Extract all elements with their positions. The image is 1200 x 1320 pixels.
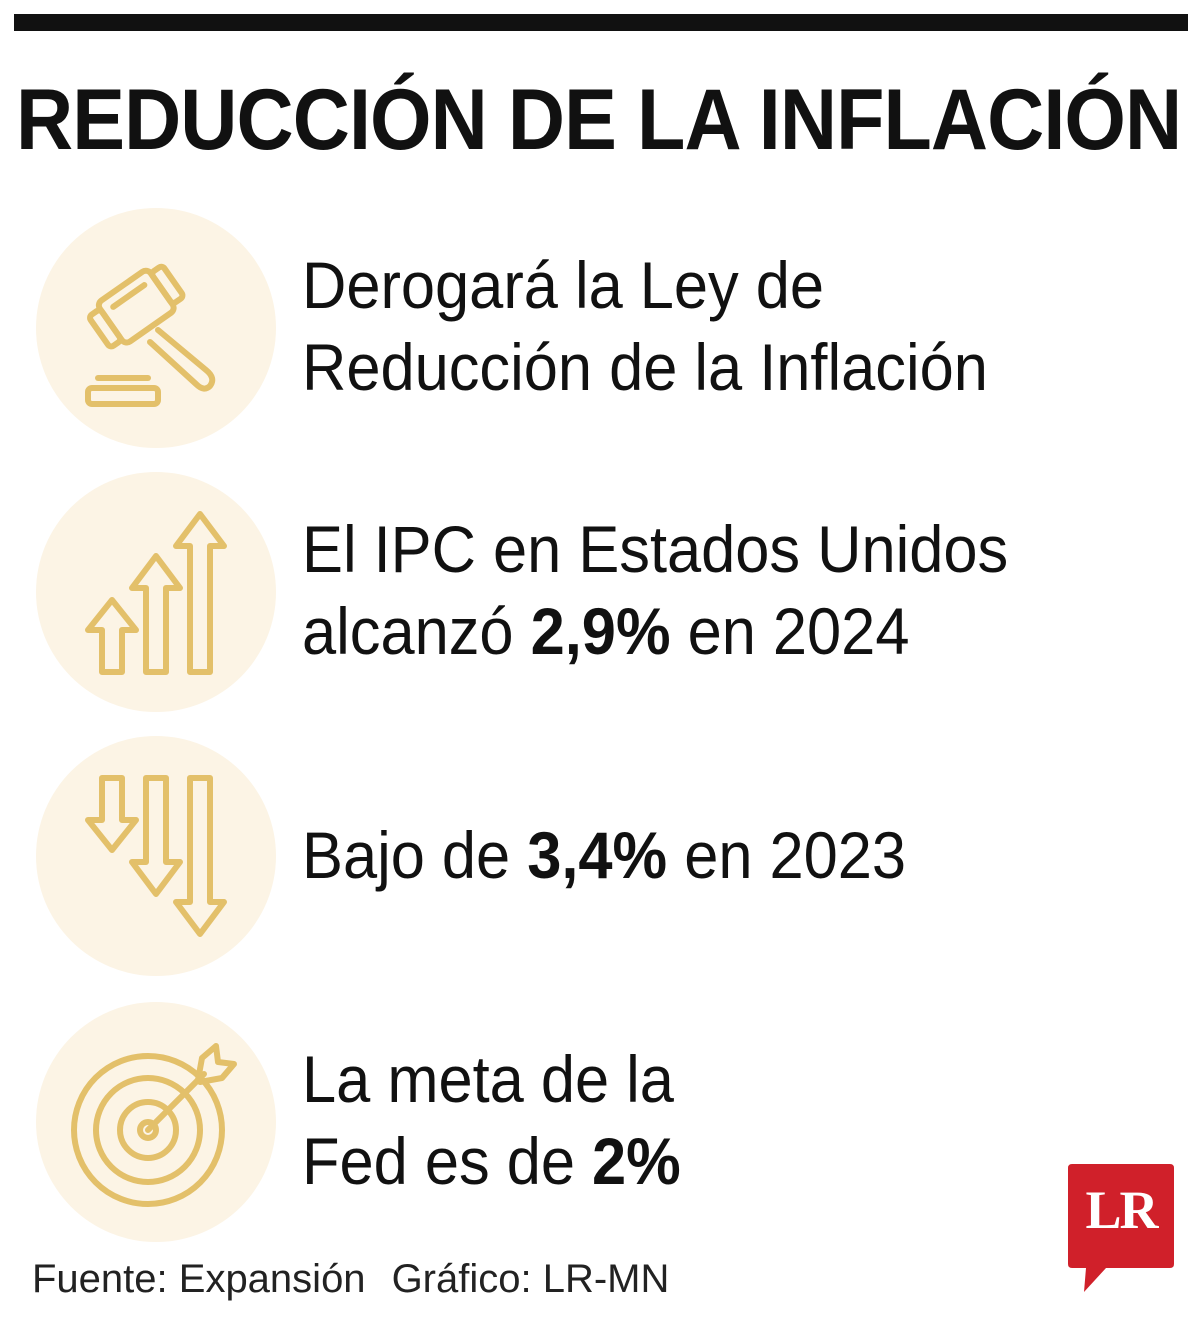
item-line: Derogará la Ley de [302,248,825,322]
page-title: REDUCCIÓN DE LA INFLACIÓN [16,72,1182,168]
target-icon [71,1043,237,1207]
gavel-icon-badge [36,208,276,448]
item-text: Derogará la Ley de Reducción de la Infla… [302,244,988,408]
source-credit: Fuente: Expansión Gráfico: LR-MN [32,1254,669,1304]
item-line: El IPC en Estados Unidos [302,512,1009,586]
arrows-up-icon [85,511,227,675]
lr-logo: LR [1068,1164,1174,1294]
target-icon-badge [36,1002,276,1242]
arrows-down-icon-badge [36,736,276,976]
item-text: El IPC en Estados Unidos alcanzó 2,9% en… [302,508,1008,672]
cpi-value: 2,9% [530,594,671,668]
item-text-span: Bajo de [302,818,528,892]
cpi-value: 3,4% [527,818,668,892]
item-text-span: Fed es de [302,1124,593,1198]
fed-target-value: 2% [592,1124,681,1198]
item-line: Fed es de 2% [302,1120,681,1202]
graphic-credit: Gráfico: LR-MN [391,1257,670,1301]
logo-text: LR [1085,1180,1158,1240]
top-rule [14,14,1188,31]
item-text-span: alcanzó [302,594,531,668]
item-line: Reducción de la Inflación [302,330,988,404]
item-line: La meta de la [302,1042,674,1116]
gavel-icon [85,263,216,407]
item-text-span: en 2024 [670,594,910,668]
item-line: alcanzó 2,9% en 2024 [302,590,1008,672]
item-line: Bajo de 3,4% en 2023 [302,814,906,896]
arrows-up-icon-badge [36,472,276,712]
item-text: Bajo de 3,4% en 2023 [302,814,906,896]
source-text: Fuente: Expansión [32,1257,366,1301]
item-text-span: en 2023 [667,818,907,892]
logo-speech-bubble [1068,1164,1174,1292]
item-text: La meta de la Fed es de 2% [302,1038,681,1202]
arrows-down-icon [85,775,227,937]
